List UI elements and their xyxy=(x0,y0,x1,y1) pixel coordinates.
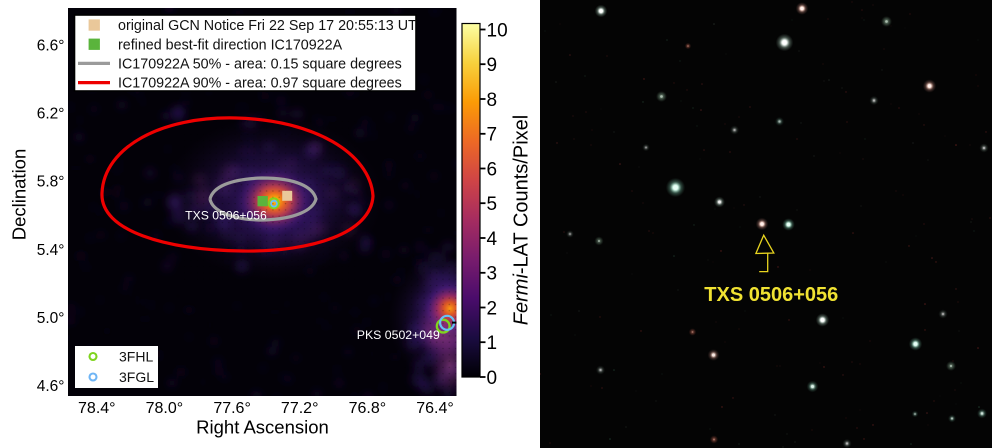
svg-text:Right Ascension: Right Ascension xyxy=(196,417,329,438)
svg-text:4: 4 xyxy=(487,229,498,250)
svg-text:77.6°: 77.6° xyxy=(213,400,251,417)
svg-text:refined best-fit direction IC1: refined best-fit direction IC170922A xyxy=(118,37,343,53)
svg-text:78.0°: 78.0° xyxy=(146,400,184,417)
svg-text:3FHL: 3FHL xyxy=(119,349,153,365)
svg-text:7: 7 xyxy=(487,125,498,146)
svg-text:8: 8 xyxy=(487,90,498,111)
svg-text:Declination: Declination xyxy=(9,149,30,241)
svg-text:3FGL: 3FGL xyxy=(119,369,154,385)
svg-text:PKS 0502+049: PKS 0502+049 xyxy=(357,328,440,342)
svg-text:6: 6 xyxy=(487,159,498,180)
svg-text:2: 2 xyxy=(487,298,498,319)
svg-text:IC170922A 90% - area: 0.97 squ: IC170922A 90% - area: 0.97 square degree… xyxy=(118,76,402,92)
svg-text:10: 10 xyxy=(487,20,508,41)
svg-text:original GCN Notice Fri 22 Sep: original GCN Notice Fri 22 Sep 17 20:55:… xyxy=(118,18,417,34)
svg-text:78.4°: 78.4° xyxy=(78,400,116,417)
svg-text:76.8°: 76.8° xyxy=(349,400,387,417)
svg-text:IC170922A 50% - area: 0.15 squ: IC170922A 50% - area: 0.15 square degree… xyxy=(118,57,402,73)
svg-text:TXS 0506+056: TXS 0506+056 xyxy=(704,284,838,306)
svg-text:77.2°: 77.2° xyxy=(281,400,319,417)
svg-text:6.6°: 6.6° xyxy=(37,37,65,54)
svg-text:5: 5 xyxy=(487,194,498,215)
svg-text:Fermi-LAT Counts/Pixel: Fermi-LAT Counts/Pixel xyxy=(511,115,533,325)
svg-text:9: 9 xyxy=(487,55,498,76)
svg-text:1: 1 xyxy=(487,333,498,354)
svg-text:3: 3 xyxy=(487,264,498,285)
svg-text:5.8°: 5.8° xyxy=(37,174,65,191)
svg-text:76.4°: 76.4° xyxy=(416,400,454,417)
svg-text:5.4°: 5.4° xyxy=(37,242,65,259)
svg-text:6.2°: 6.2° xyxy=(37,106,65,123)
svg-text:0: 0 xyxy=(487,368,498,389)
svg-text:TXS 0506+056: TXS 0506+056 xyxy=(185,208,267,222)
svg-text:5.0°: 5.0° xyxy=(37,310,65,327)
svg-text:4.6°: 4.6° xyxy=(37,378,65,395)
